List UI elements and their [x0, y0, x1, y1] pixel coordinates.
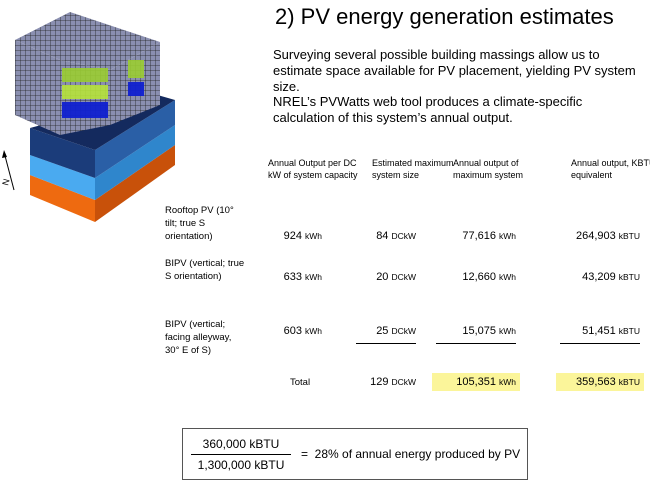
column-header: Estimated maximum system size	[372, 158, 454, 180]
cell-value: 633	[283, 271, 302, 283]
column-header: Annual output of maximum system	[453, 158, 524, 180]
table-cell: 84 DCkW	[356, 230, 416, 242]
denominator: 1,300,000 kBTU	[197, 458, 285, 472]
row-label: BIPV (vertical; true S orientation)	[165, 258, 245, 282]
cell-unit: DCkW	[391, 377, 416, 387]
table-cell: 43,209 kBTU	[560, 271, 640, 283]
compass-label: N	[0, 178, 11, 187]
cell-value: 603	[283, 325, 302, 337]
cell-unit: kWh	[305, 326, 322, 336]
cell-value: 84	[376, 230, 389, 242]
row-label: BIPV (vertical; facing alleyway, 30° E o…	[165, 319, 232, 356]
paragraph: NREL’s PVWatts web tool produces a clima…	[273, 94, 583, 125]
title: 2) PV energy generation estimates	[275, 4, 614, 29]
cell-value: 20	[376, 271, 389, 283]
table-cell: 20 DCkW	[356, 271, 416, 283]
row-label: Rooftop PV (10° tilt; true S orientation…	[165, 205, 234, 242]
table-cell: 129 DCkW	[356, 376, 416, 388]
cell-value: 77,616	[462, 230, 496, 242]
cell-unit: kWh	[305, 231, 322, 241]
cell-value: 51,451	[582, 325, 616, 337]
table-cell: 15,075 kWh	[436, 325, 516, 344]
table-cell: 25 DCkW	[356, 325, 416, 344]
table-cell: 603 kWh	[252, 325, 322, 337]
table-cell: 77,616 kWh	[436, 230, 516, 242]
cell-value: 12,660	[462, 271, 496, 283]
table-cell: 51,451 kBTU	[560, 325, 640, 344]
numerator: 360,000 kBTU	[202, 437, 280, 451]
cell-value: 43,209	[582, 271, 616, 283]
table-cell: 105,351 kWh	[432, 373, 520, 391]
cell-unit: kWh	[499, 231, 516, 241]
cell-value: 924	[283, 230, 302, 242]
column-header: Annual Output per DC kW of system capaci…	[268, 158, 358, 180]
table-cell: 359,563 kBTU	[556, 373, 644, 391]
table-cell: 12,660 kWh	[436, 271, 516, 283]
table-cell: 924 kWh	[252, 230, 322, 242]
column-header: Annual output, KBTU equivalent	[571, 158, 650, 180]
table-cell: 633 kWh	[252, 271, 322, 283]
cell-unit: kBTU	[618, 231, 640, 241]
cell-value: 129	[370, 376, 389, 388]
cell-unit: kWh	[499, 272, 516, 282]
table-cell: 264,903 kBTU	[560, 230, 640, 242]
cell-unit: kBTU	[618, 326, 640, 336]
cell-unit: kBTU	[618, 272, 640, 282]
cell-value: 15,075	[462, 325, 496, 337]
cell-unit: DCkW	[391, 326, 416, 336]
cell-unit: DCkW	[391, 231, 416, 241]
paragraph: Surveying several possible building mass…	[273, 47, 636, 94]
cell-value: 359,563	[575, 376, 616, 388]
formula-box: 360,000 kBTU 1,300,000 kBTU = 28% of ann…	[182, 428, 528, 480]
cell-unit: kWh	[499, 377, 516, 387]
cell-unit: kWh	[305, 272, 322, 282]
fraction-line	[191, 454, 291, 455]
cell-unit: kBTU	[618, 377, 640, 387]
cell-unit: DCkW	[391, 272, 416, 282]
formula-result: = 28% of annual energy produced by PV	[301, 447, 521, 461]
cell-value: 25	[376, 325, 389, 337]
building-illustration: N	[0, 12, 175, 222]
total-label: Total	[290, 377, 311, 388]
cell-value: 105,351	[456, 376, 496, 388]
cell-unit: kWh	[499, 326, 516, 336]
cell-value: 264,903	[575, 230, 616, 242]
